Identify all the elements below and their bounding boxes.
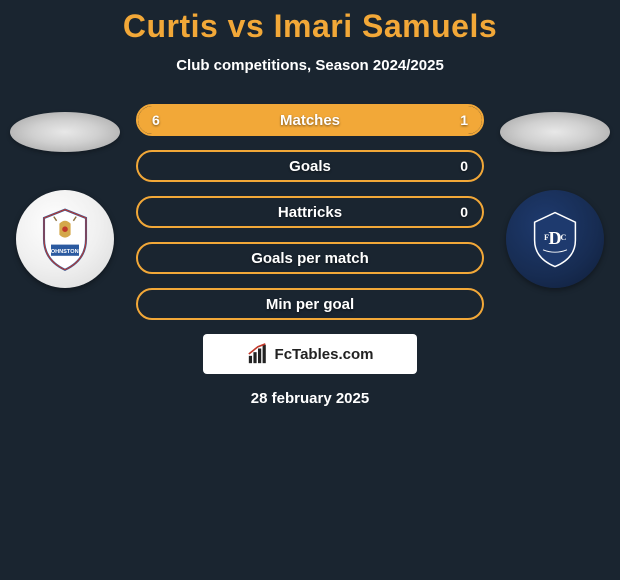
stat-bar: Goals per match	[136, 242, 484, 274]
player-silhouette-right	[500, 112, 610, 152]
stat-value-right: 1	[460, 112, 468, 128]
svg-text:JOHNSTONE: JOHNSTONE	[48, 249, 83, 255]
stat-value-right: 0	[460, 158, 468, 174]
right-player-column: D F C	[496, 112, 614, 288]
stats-bars: 6Matches1Goals0Hattricks0Goals per match…	[136, 104, 484, 320]
comparison-row: JOHNSTONE 6Matches1Goals0Hattricks0Goals…	[0, 112, 620, 320]
svg-text:C: C	[560, 233, 566, 242]
club-crest-right: D F C	[506, 190, 604, 288]
stat-label: Min per goal	[138, 296, 482, 313]
stat-label: Goals per match	[138, 250, 482, 267]
svg-text:D: D	[549, 228, 562, 248]
stat-bar: Min per goal	[136, 288, 484, 320]
brand-name: FcTables.com	[275, 346, 374, 363]
stat-value-right: 0	[460, 204, 468, 220]
footer-date: 28 february 2025	[0, 390, 620, 407]
chart-icon	[247, 343, 269, 365]
stat-bar: Goals0	[136, 150, 484, 182]
stat-label: Goals	[138, 158, 482, 175]
page-subtitle: Club competitions, Season 2024/2025	[0, 57, 620, 74]
stat-label: Matches	[138, 112, 482, 129]
page-title: Curtis vs Imari Samuels	[0, 8, 620, 45]
stat-label: Hattricks	[138, 204, 482, 221]
shield-icon: D F C	[525, 209, 585, 269]
svg-text:F: F	[544, 233, 549, 242]
player-silhouette-left	[10, 112, 120, 152]
left-player-column: JOHNSTONE	[6, 112, 124, 288]
club-crest-left: JOHNSTONE	[16, 190, 114, 288]
comparison-widget: Curtis vs Imari Samuels Club competition…	[0, 0, 620, 407]
brand-attribution[interactable]: FcTables.com	[203, 334, 417, 374]
stat-bar: Hattricks0	[136, 196, 484, 228]
stat-bar: 6Matches1	[136, 104, 484, 136]
shield-icon: JOHNSTONE	[30, 204, 100, 274]
